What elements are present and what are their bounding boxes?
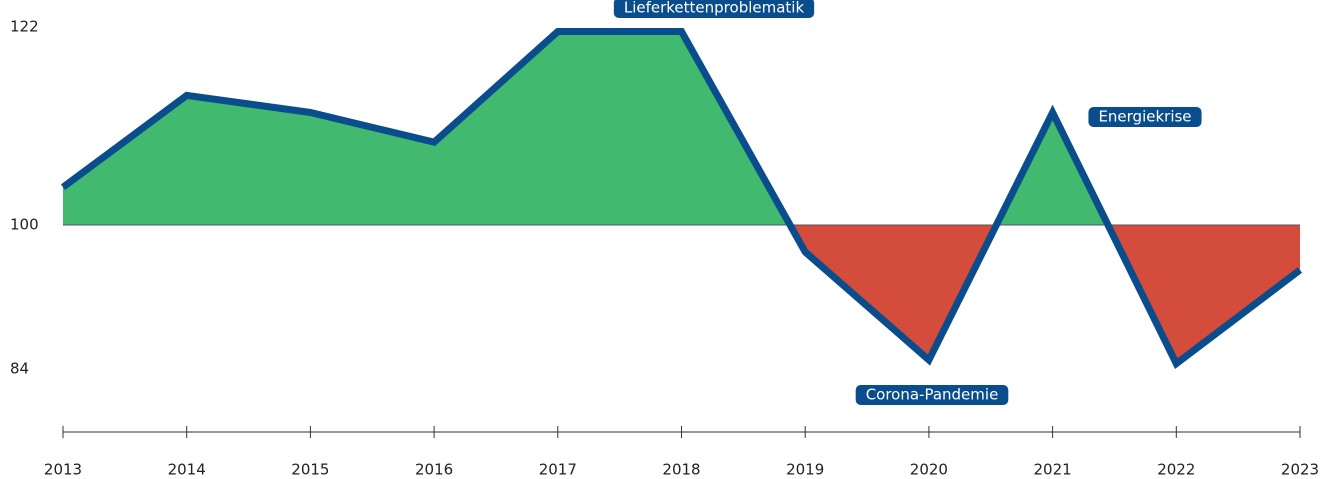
x-tick-label: 2016 [415, 461, 453, 479]
annotation-box [855, 385, 1009, 405]
annotation-box [613, 0, 815, 18]
x-tick-label: 2013 [44, 461, 82, 479]
x-tick-label: 2018 [662, 461, 700, 479]
y-tick-label: 122 [10, 18, 39, 36]
annotation-label: Energiekrise [1098, 108, 1191, 126]
annotation: Corona-Pandemie [855, 385, 1009, 405]
area-below [63, 225, 1300, 364]
x-tick-label: 2015 [291, 461, 329, 479]
line [60, 28, 1303, 369]
x-tick-label: 2021 [1034, 461, 1072, 479]
x-tick-label: 2023 [1281, 461, 1319, 479]
annotation-label: Lieferkettenproblematik [624, 0, 805, 17]
x-tick-label: 2019 [786, 461, 824, 479]
x-tick-label: 2022 [1157, 461, 1195, 479]
x-tick-label: 2020 [910, 461, 948, 479]
annotation: Lieferkettenproblematik [613, 0, 815, 18]
annotation-label: Corona-Pandemie [866, 386, 999, 404]
x-tick-label: 2017 [539, 461, 577, 479]
annotation-box [1088, 107, 1202, 127]
annotation: Energiekrise [1088, 107, 1202, 127]
y-tick-label: 84 [10, 360, 29, 378]
x-tick-label: 2014 [168, 461, 206, 479]
area-above [63, 31, 1300, 225]
y-tick-label: 100 [10, 216, 39, 234]
